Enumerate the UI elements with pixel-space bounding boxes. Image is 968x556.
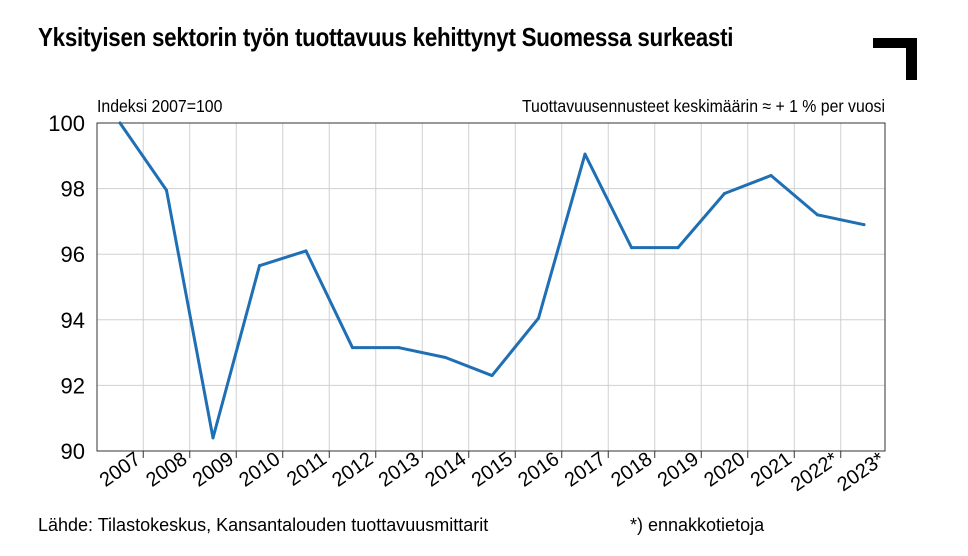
x-tick-label: 2021 — [747, 448, 796, 492]
data-point — [769, 173, 773, 177]
y-tick-label: 92 — [61, 373, 85, 398]
x-tick-label: 2017 — [561, 448, 610, 492]
x-tick-label: 2012 — [328, 448, 377, 492]
y-axis-label: Indeksi 2007=100 — [97, 96, 222, 116]
x-tick-label: 2022* — [787, 448, 843, 496]
series-layer — [118, 121, 866, 440]
y-tick-label: 100 — [48, 111, 85, 136]
x-tick-label: 2009 — [189, 448, 238, 492]
data-point — [537, 316, 540, 320]
data-point — [490, 374, 494, 378]
footnote: *) ennakkotietoja — [630, 515, 765, 535]
data-point — [258, 264, 261, 268]
chart-title: Yksityisen sektorin työn tuottavuus kehi… — [38, 22, 734, 52]
data-point — [630, 246, 633, 250]
y-tick-label: 94 — [61, 308, 85, 333]
x-tick-label: 2016 — [514, 448, 563, 492]
data-point — [118, 121, 122, 125]
x-tick-label: 2008 — [142, 448, 191, 492]
data-point — [676, 246, 680, 250]
x-tick-label: 2007 — [96, 448, 145, 492]
data-point — [304, 249, 308, 253]
data-point — [444, 356, 447, 360]
line-chart: 9092949698100200720082009201020112012201… — [48, 96, 889, 496]
source-note: Lähde: Tilastokeskus, Kansantalouden tuo… — [38, 515, 489, 535]
x-tick-label: 2010 — [235, 448, 284, 492]
x-tick-label: 2013 — [375, 448, 424, 492]
x-tick-label: 2020 — [700, 448, 749, 492]
grid-layer — [97, 122, 885, 452]
y-tick-label: 98 — [61, 177, 85, 202]
forecast-annotation: Tuottavuusennusteet keskimäärin ≈ + 1 % … — [522, 96, 885, 116]
plot-frame — [96, 122, 886, 452]
y-tick-label: 96 — [61, 242, 85, 267]
data-point — [397, 346, 401, 350]
data-point — [165, 188, 168, 192]
data-point — [351, 346, 354, 350]
data-point — [211, 436, 215, 440]
data-point — [583, 152, 587, 156]
x-tick-label: 2014 — [421, 448, 470, 492]
x-tick-label: 2011 — [283, 448, 331, 491]
logo-bar-top — [873, 38, 917, 48]
x-tick-label: 2015 — [468, 448, 517, 492]
y-tick-label: 90 — [61, 439, 85, 464]
logo — [873, 38, 917, 80]
x-tick-label: 2023* — [833, 448, 889, 496]
data-point — [862, 223, 866, 227]
data-point — [723, 192, 726, 196]
data-point — [816, 213, 819, 217]
x-tick-label: 2019 — [654, 448, 703, 492]
x-tick-label: 2018 — [607, 448, 656, 492]
logo-bar-right — [906, 38, 917, 80]
series-line — [118, 121, 866, 440]
